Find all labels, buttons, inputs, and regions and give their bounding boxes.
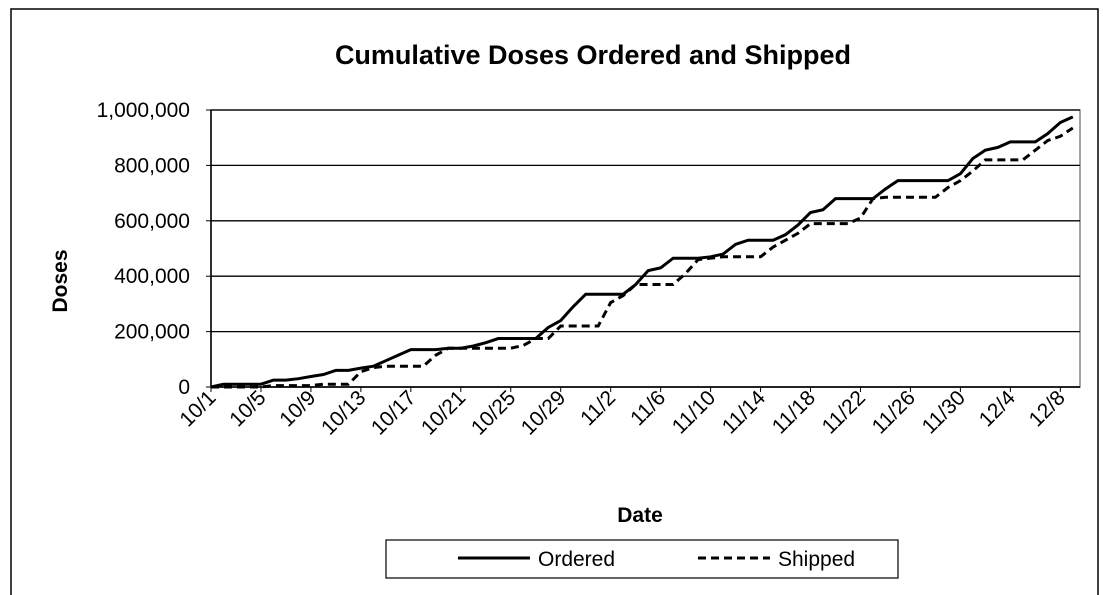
series-line <box>210 115 1074 389</box>
y-tick-label: 800,000 <box>114 154 190 177</box>
legend-label: Shipped <box>778 548 855 571</box>
chart-title: Cumulative Doses Ordered and Shipped <box>335 40 851 70</box>
y-axis-label: Doses <box>49 249 72 312</box>
y-tick-label: 400,000 <box>114 265 190 288</box>
y-tick-label: 1,000,000 <box>97 99 190 122</box>
x-axis-label: Date <box>617 504 663 527</box>
y-tick-label: 600,000 <box>114 210 190 233</box>
y-tick-label: 0 <box>178 376 190 399</box>
legend-label: Ordered <box>538 548 615 571</box>
chart-frame <box>10 8 1099 595</box>
y-tick-label: 200,000 <box>114 321 190 344</box>
series-line <box>211 126 1074 389</box>
